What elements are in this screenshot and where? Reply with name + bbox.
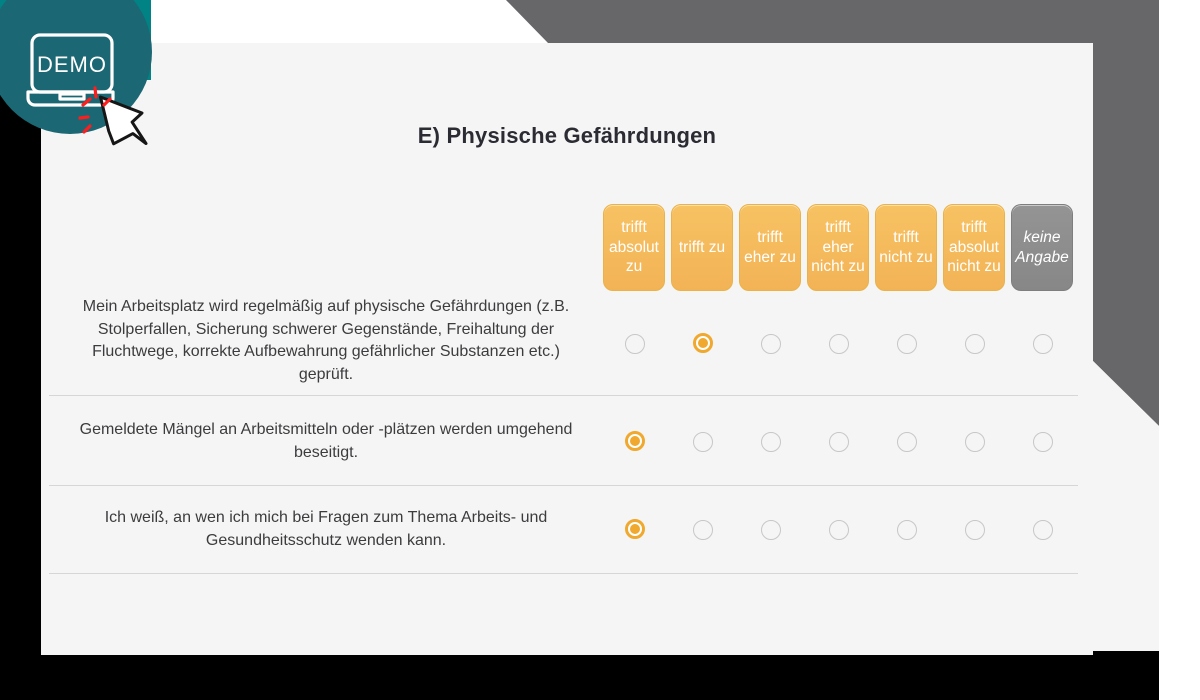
svg-text:DEMO: DEMO [37,52,107,77]
